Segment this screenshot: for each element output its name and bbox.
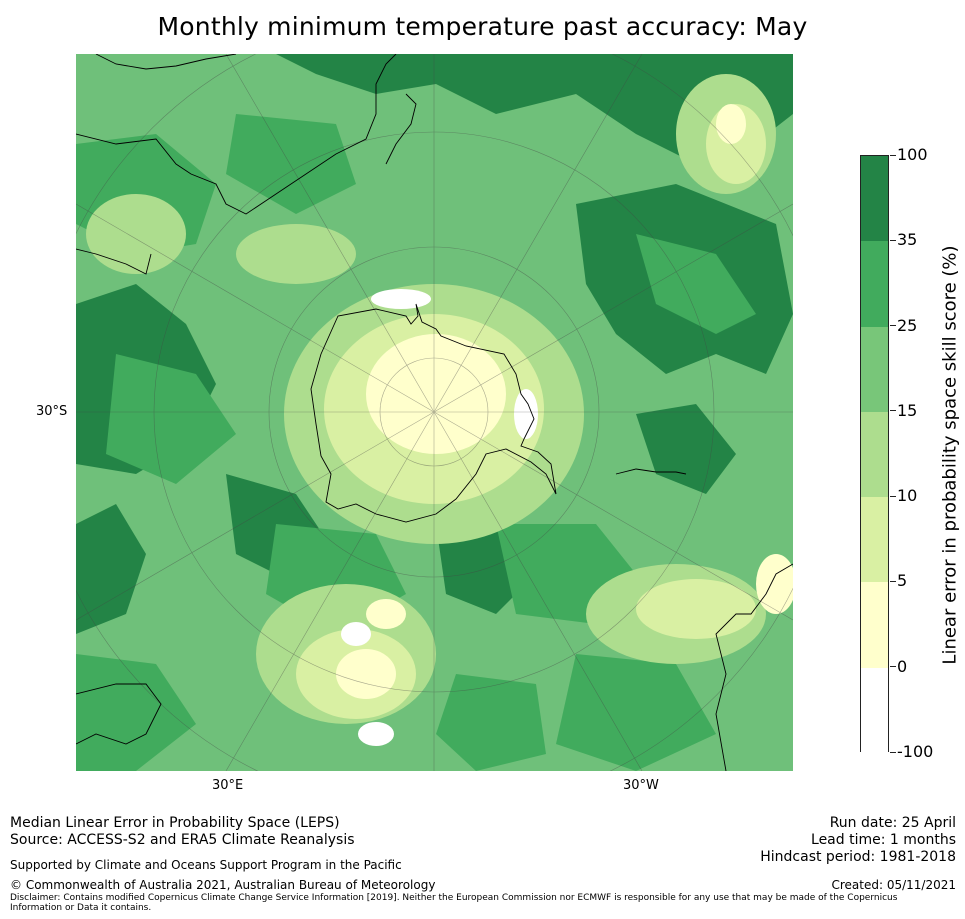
colorbar-segment [861,497,888,583]
new-zealand-coast [385,93,417,165]
colorbar-label: Linear error in probability space skill … [939,245,961,665]
lon-label-30w: 30°W [623,778,659,793]
colorbar-tick-label: 25 [897,315,918,335]
mid-high-skill-regions [76,114,756,771]
lon-label-30e: 30°E [212,778,244,793]
colorbar-segment [861,156,888,242]
colorbar-tick-label: 35 [897,230,918,250]
colorbar-tick [890,239,896,241]
copyright-line: © Commonwealth of Australia 2021, Austra… [10,878,436,892]
disclaimer-line-1: Disclaimer: Contains modified Copernicus… [10,893,898,903]
south-america-coast [715,563,793,771]
colorbar-segment [861,326,888,412]
colorbar-tick [890,410,896,412]
hindcast-period: Hindcast period: 1981-2018 [760,849,956,865]
disclaimer-line-2: Information or Data it contains. [10,903,152,913]
africa-coast [76,683,162,745]
colorbar-segment [861,241,888,327]
support-line: Supported by Climate and Oceans Support … [10,858,402,872]
map-panel[interactable] [76,54,793,771]
colorbar-segment [861,667,888,753]
colorbar-tick-label: 15 [897,400,918,420]
asia-coast [95,54,237,70]
antarctica-coast [310,303,557,523]
chart-title: Monthly minimum temperature past accurac… [157,12,808,41]
colorbar-tick [890,495,896,497]
colorbar-tick [890,325,896,327]
colorbar-tick [890,154,896,156]
colorbar-tick-label: 0 [897,656,908,676]
run-date: Run date: 25 April [829,815,956,831]
lead-time: Lead time: 1 months [811,832,956,848]
colorbar-tick-label: 5 [897,571,908,591]
colorbar-tick [890,666,896,668]
colorbar-tick [890,751,896,753]
leps-line: Median Linear Error in Probability Space… [10,815,340,831]
falklands-coast [615,468,687,475]
colorbar-tick-label: 100 [897,145,928,164]
colorbar-tick-label: -100 [897,742,934,761]
australia-coast [76,54,397,215]
colorbar-tick-label: 10 [897,486,918,506]
created-date: Created: 05/11/2021 [831,878,956,892]
lat-label-30s: 30°S [36,404,68,419]
disclaimer: Disclaimer: Contains modified Copernicus… [10,893,940,913]
colorbar [860,155,889,753]
colorbar-tick [890,580,896,582]
colorbar-segment [861,582,888,668]
colorbar-segment [861,411,888,498]
negative-skill-regions [341,289,538,746]
skill-map [76,54,793,771]
coastlines [76,54,793,771]
near-zero-skill-regions [336,104,793,699]
footer-left: Median Linear Error in Probability Space… [10,815,355,849]
madagascar-coast [76,248,152,275]
footer-right: Run date: 25 April Lead time: 1 months H… [760,815,956,866]
graticule [76,54,793,771]
source-line: Source: ACCESS-S2 and ERA5 Climate Reana… [10,832,355,848]
